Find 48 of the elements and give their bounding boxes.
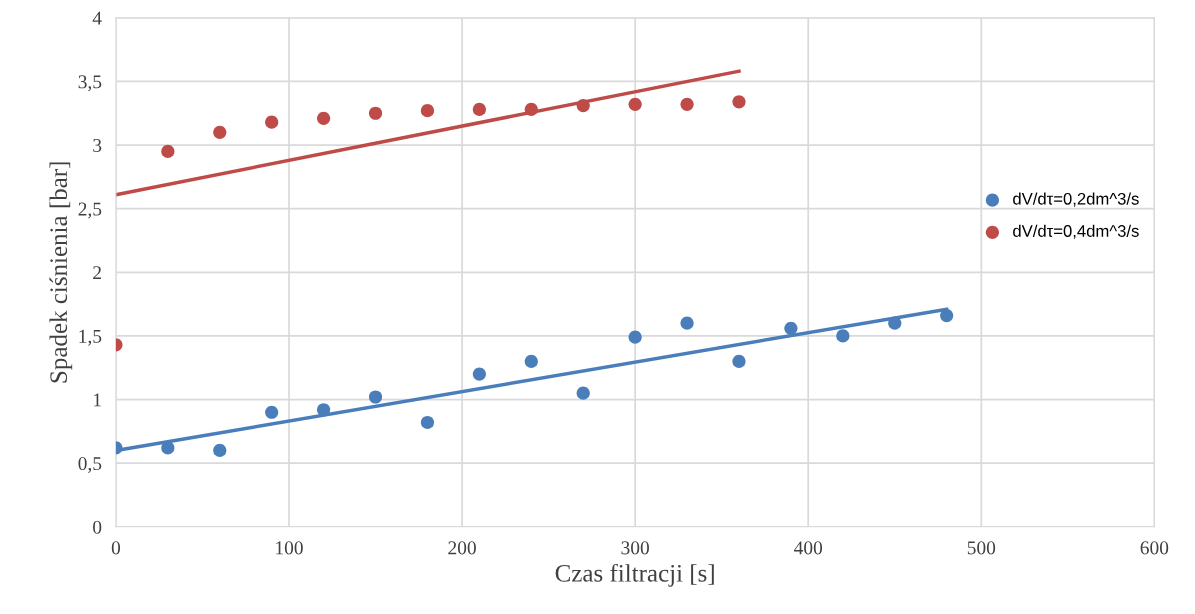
point: [368, 390, 383, 404]
x-tick-label: 500: [967, 541, 996, 555]
point: [940, 308, 954, 323]
point: [472, 367, 486, 381]
point: [265, 115, 279, 129]
point: [161, 144, 175, 159]
point: [161, 441, 175, 455]
x-tick-label: 200: [448, 541, 476, 555]
point: [368, 106, 383, 120]
x-tick-label: 600: [1140, 541, 1169, 555]
y-tick-label: 2: [93, 266, 101, 280]
point: [576, 99, 590, 113]
point: [888, 316, 902, 330]
x-tick-label: 0: [111, 541, 121, 555]
point: [420, 104, 435, 118]
point: [213, 125, 227, 139]
point: [628, 330, 642, 344]
y-tick-label: 4: [92, 11, 102, 25]
y-axis-title: Spadek ciśnienia [bar]: [49, 162, 73, 383]
y-tick-label: 2,5: [78, 202, 102, 219]
x-tick-label: 400: [794, 541, 823, 555]
x-axis-title: Czas filtracji [s]: [555, 563, 714, 587]
point: [576, 386, 590, 400]
point: [836, 329, 850, 343]
point: [680, 316, 694, 330]
y-tick-label: 3: [93, 138, 102, 152]
point: [213, 443, 227, 458]
point: [680, 97, 694, 111]
y-tick-label: 0: [93, 520, 102, 534]
x-tick-label: 300: [621, 541, 649, 555]
point: [265, 405, 279, 419]
y-tick-label: 3,5: [78, 75, 102, 92]
point: [420, 415, 435, 430]
point: [317, 403, 331, 417]
point: [732, 354, 746, 368]
y-tick-label: 1: [94, 393, 101, 407]
point: [524, 354, 538, 368]
point: [317, 111, 331, 125]
x-tick-label: 100: [276, 541, 303, 555]
point: [732, 95, 746, 109]
legend-label: dV/dτ=0,2dm^3/s: [1013, 192, 1139, 207]
y-tick-label: 1,5: [79, 329, 102, 346]
point: [524, 102, 538, 117]
point: [784, 321, 798, 335]
point: [472, 102, 486, 117]
y-tick-label: 0,5: [78, 457, 102, 473]
legend-label: dV/dτ=0,4dm^3/s: [1013, 224, 1139, 239]
point: [628, 97, 642, 111]
